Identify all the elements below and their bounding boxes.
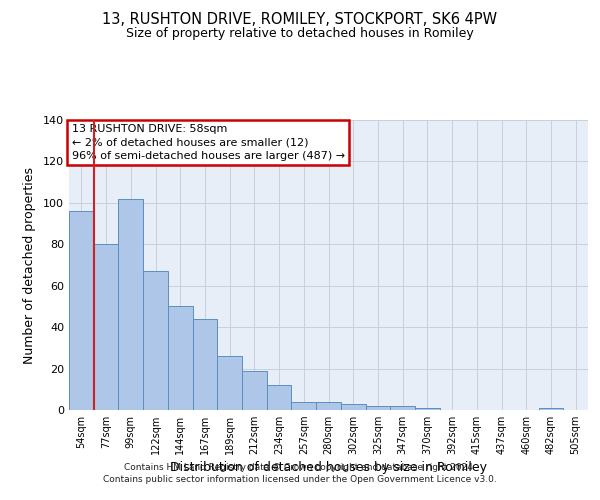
Bar	[118, 198, 143, 410]
Bar	[539, 408, 563, 410]
Bar	[365, 406, 390, 410]
Text: Contains public sector information licensed under the Open Government Licence v3: Contains public sector information licen…	[103, 475, 497, 484]
Y-axis label: Number of detached properties: Number of detached properties	[23, 166, 36, 364]
Text: Size of property relative to detached houses in Romiley: Size of property relative to detached ho…	[126, 28, 474, 40]
Bar	[94, 244, 118, 410]
Bar	[168, 306, 193, 410]
Bar	[267, 385, 292, 410]
Bar	[217, 356, 242, 410]
Text: Contains HM Land Registry data © Crown copyright and database right 2024.: Contains HM Land Registry data © Crown c…	[124, 464, 476, 472]
Bar	[143, 271, 168, 410]
Text: 13, RUSHTON DRIVE, ROMILEY, STOCKPORT, SK6 4PW: 13, RUSHTON DRIVE, ROMILEY, STOCKPORT, S…	[103, 12, 497, 28]
Bar	[316, 402, 341, 410]
Bar	[415, 408, 440, 410]
Bar	[292, 402, 316, 410]
Bar	[69, 211, 94, 410]
Bar	[193, 319, 217, 410]
Bar	[390, 406, 415, 410]
X-axis label: Distribution of detached houses by size in Romiley: Distribution of detached houses by size …	[170, 462, 487, 474]
Bar	[242, 370, 267, 410]
Text: 13 RUSHTON DRIVE: 58sqm
← 2% of detached houses are smaller (12)
96% of semi-det: 13 RUSHTON DRIVE: 58sqm ← 2% of detached…	[71, 124, 345, 161]
Bar	[341, 404, 365, 410]
